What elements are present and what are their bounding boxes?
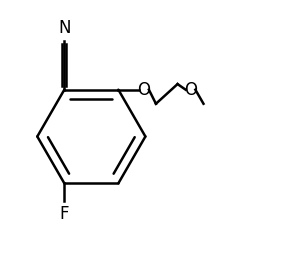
Text: O: O	[138, 81, 150, 99]
Text: O: O	[184, 81, 197, 99]
Text: F: F	[60, 205, 69, 223]
Text: N: N	[58, 19, 71, 37]
